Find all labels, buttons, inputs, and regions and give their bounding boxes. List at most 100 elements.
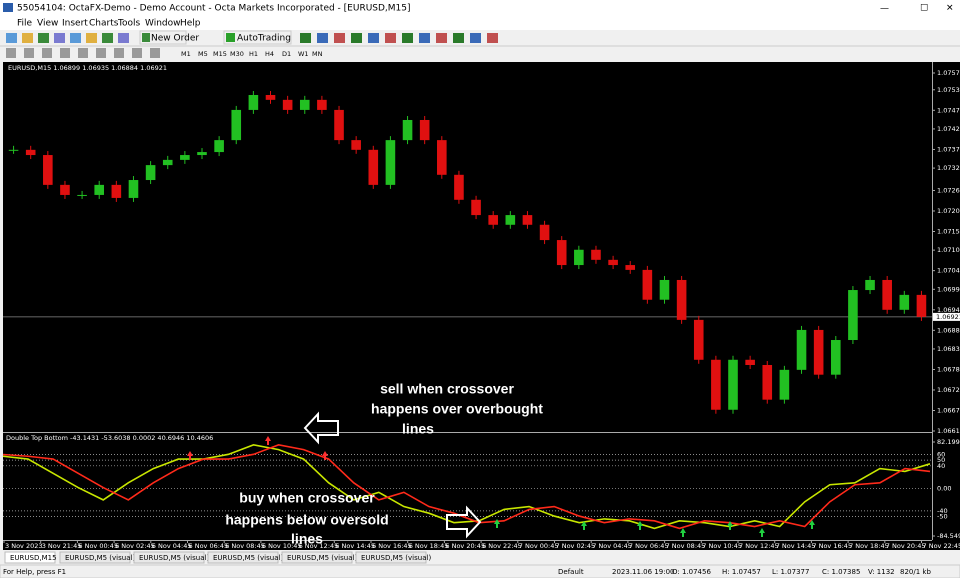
candle [830,340,841,375]
tool-icon[interactable] [6,33,17,43]
buy-note: buy when crossover [239,490,375,506]
tool-icon[interactable] [334,33,345,43]
price-label: 1.06940 [937,306,960,314]
autotrading-button[interactable] [223,30,292,45]
tool-icon[interactable] [70,33,81,43]
tool-icon[interactable] [470,33,481,43]
time-label: 6 Nov 22:45 [482,542,522,550]
tool-icon[interactable] [6,48,16,58]
candle [128,180,139,198]
candle [77,194,87,196]
time-label: 7 Nov 14:45 [776,542,816,550]
timeframe-button[interactable]: D1 [282,50,291,58]
tool-icon[interactable] [96,48,106,58]
tool-icon[interactable] [132,48,142,58]
timeframe-button[interactable]: M15 [213,50,227,58]
tool-icon[interactable] [436,33,447,43]
tool-icon[interactable] [42,48,52,58]
price-label: 1.07425 [937,125,960,133]
tool-icon[interactable] [150,48,160,58]
tool-icon[interactable] [351,33,362,43]
tool-icon[interactable] [453,33,464,43]
candle [454,174,464,200]
timeframe-button[interactable]: M1 [181,50,191,58]
price-label: 1.07100 [937,246,960,254]
tool-icon[interactable] [118,33,129,43]
status-bar [0,564,960,578]
candle [111,184,122,198]
chart-window [3,62,960,550]
indicator-label: 50 [937,456,945,464]
status-field: C: 1.07385 [822,568,860,576]
menu-item[interactable]: Insert [62,19,88,29]
menu-item[interactable]: Charts [89,19,119,29]
tool-icon[interactable] [300,33,311,43]
candle [214,140,224,153]
close-button[interactable]: ✕ [946,4,954,14]
tool-icon[interactable] [487,33,498,43]
chart-tab[interactable] [133,551,205,564]
candle [659,279,670,300]
candle [488,215,498,225]
menu-item[interactable]: File [17,19,33,29]
sell-note: sell when crossover [380,381,514,397]
price-label: 1.07530 [937,86,960,94]
tool-icon[interactable] [22,33,33,43]
indicator-line [2,444,931,530]
chart-tab[interactable] [4,551,56,564]
menu-item[interactable]: Window [145,19,181,29]
menu-item[interactable]: Tools [117,19,140,29]
tool-icon[interactable] [317,33,328,43]
tool-icon[interactable] [86,33,97,43]
buy-arrow [680,528,686,537]
chart-tab[interactable] [281,551,353,564]
time-label: 6 Nov 16:45 [372,542,412,550]
tool-icon[interactable] [368,33,379,43]
autotrading-icon [226,33,235,42]
indicator-label: -84.5499 [937,532,960,540]
indicator-label: 82.1993 [937,438,960,446]
chart-tab-label: EURUSD,M15 [10,554,57,562]
tool-icon[interactable] [114,48,124,58]
tool-icon[interactable] [78,48,88,58]
status-field: Default [558,568,584,576]
candle [574,249,584,266]
timeframe-button[interactable]: H1 [249,50,258,58]
chart-tab[interactable] [355,551,427,564]
candle [94,184,105,195]
time-label: 7 Nov 06:45 [629,542,669,550]
price-label: 1.07320 [937,164,960,172]
price-label: 1.06725 [937,386,960,394]
minimize-button[interactable]: — [880,4,889,14]
timeframe-button[interactable]: M5 [198,50,208,58]
candle [317,99,327,110]
chart-tab[interactable] [207,551,279,564]
timeframe-button[interactable]: H4 [265,50,274,58]
time-label: 6 Nov 20:45 [445,542,485,550]
timeframe-button[interactable]: M30 [230,50,244,58]
new-order-label: New Order [151,34,199,44]
candle [882,279,892,310]
timeframe-button[interactable]: W1 [298,50,309,58]
menu-item[interactable]: View [37,19,58,29]
tool-icon[interactable] [402,33,413,43]
tool-icon[interactable] [385,33,396,43]
timeframe-button[interactable]: MN [312,50,323,58]
time-label: 7 Nov 16:45 [812,542,852,550]
menu-item[interactable]: Help [180,19,201,29]
candle [419,119,430,141]
chart-tab[interactable] [59,551,131,564]
tool-icon[interactable] [24,48,34,58]
candle [711,359,721,410]
maximize-button[interactable]: ☐ [920,4,928,14]
tool-icon[interactable] [102,33,113,43]
tool-icon[interactable] [419,33,430,43]
tool-icon[interactable] [38,33,49,43]
status-field: V: 1132 [868,568,895,576]
time-label: 6 Nov 12:45 [299,542,339,550]
candle [197,152,207,156]
tool-icon[interactable] [60,48,70,58]
new-order-button[interactable] [139,30,187,45]
time-label: 6 Nov 04:45 [152,542,192,550]
tool-icon[interactable] [54,33,65,43]
